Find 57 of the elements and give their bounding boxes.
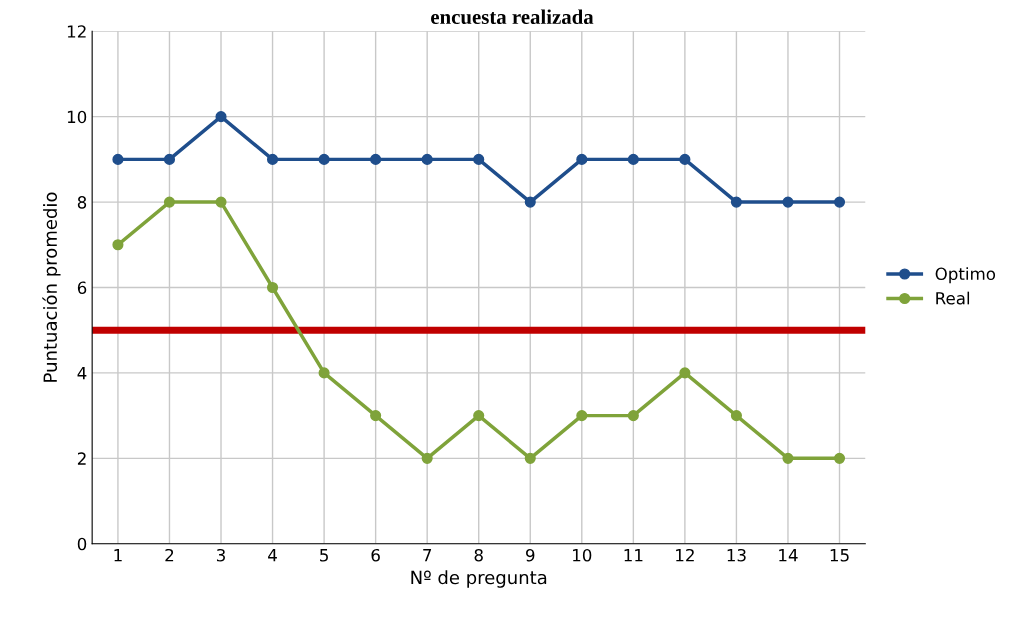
x-tick-label: 10 bbox=[573, 548, 592, 562]
x-tick-label: 2 bbox=[165, 548, 174, 562]
y-tick-label: 8 bbox=[77, 196, 87, 209]
legend-label: Real bbox=[936, 291, 970, 305]
x-tick-label: 9 bbox=[526, 548, 535, 562]
point bbox=[730, 196, 742, 208]
point bbox=[215, 196, 227, 208]
point bbox=[473, 153, 485, 165]
legend-label: Optimo bbox=[935, 267, 996, 284]
x-tick-label: 8 bbox=[474, 548, 483, 562]
point bbox=[163, 196, 176, 208]
point bbox=[473, 410, 485, 422]
x-tick-label: 6 bbox=[371, 548, 380, 562]
point bbox=[576, 410, 588, 422]
x-tick-label: 13 bbox=[727, 548, 746, 562]
point bbox=[782, 196, 794, 208]
y-tick-label: 12 bbox=[67, 25, 86, 38]
y-tick-label: 10 bbox=[67, 110, 87, 124]
point bbox=[370, 153, 382, 165]
x-tick-label: 3 bbox=[216, 548, 225, 562]
x-tick-label: 5 bbox=[320, 549, 328, 562]
point bbox=[782, 452, 794, 464]
x-tick-label: 15 bbox=[830, 549, 849, 562]
point bbox=[679, 367, 691, 379]
point bbox=[524, 196, 536, 208]
point bbox=[730, 410, 742, 422]
x-tick-label: 4 bbox=[268, 549, 277, 562]
y-tick-label: 0 bbox=[77, 537, 87, 551]
x-tick-label: 1 bbox=[114, 549, 122, 562]
point bbox=[421, 452, 433, 464]
point bbox=[112, 153, 124, 165]
x-tick-label: 7 bbox=[423, 549, 432, 562]
point bbox=[421, 153, 433, 165]
point bbox=[318, 153, 330, 165]
point bbox=[627, 153, 639, 165]
point bbox=[112, 239, 124, 251]
x-tick-label: 12 bbox=[676, 548, 694, 562]
point bbox=[266, 281, 279, 294]
x-tick-label: 11 bbox=[624, 549, 643, 562]
point bbox=[833, 452, 846, 464]
x-tick-label: 14 bbox=[779, 549, 798, 562]
point bbox=[163, 153, 176, 165]
chart-title: encuesta realizada bbox=[431, 9, 594, 25]
y-tick-label: 2 bbox=[77, 452, 86, 465]
point bbox=[318, 367, 330, 379]
y-tick-label: 6 bbox=[77, 281, 87, 295]
x-axis-title: Nº de pregunta bbox=[411, 570, 547, 588]
y-tick-label: 4 bbox=[77, 367, 87, 380]
point bbox=[266, 153, 279, 165]
point bbox=[370, 410, 382, 422]
point bbox=[627, 410, 639, 422]
point bbox=[524, 452, 536, 464]
point bbox=[679, 153, 691, 165]
point bbox=[833, 196, 846, 208]
point bbox=[215, 111, 227, 123]
y-axis-title: Puntuación promedio bbox=[42, 192, 61, 382]
point bbox=[576, 153, 588, 165]
